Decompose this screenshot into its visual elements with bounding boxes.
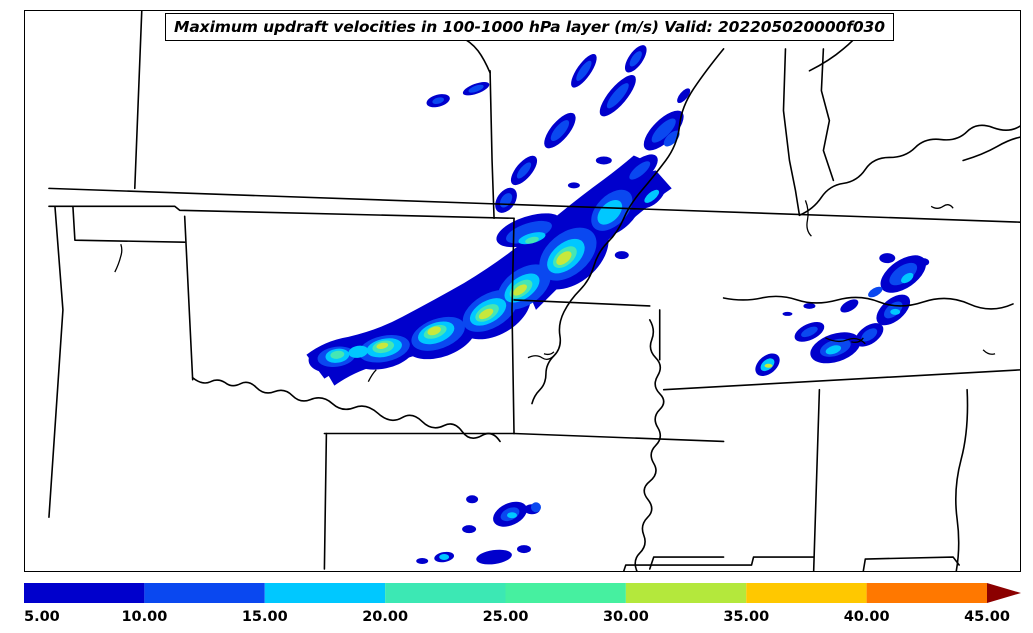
colorbar-segment <box>264 583 386 603</box>
contour-level-15 <box>348 345 369 358</box>
colorbar-segment <box>866 583 987 603</box>
colorbar-tick-label: 10.00 <box>121 609 168 625</box>
colorbar-segment <box>625 583 747 603</box>
ark-la-tex-cells <box>416 495 541 565</box>
colorbar-segment <box>24 583 145 603</box>
map-title-box: Maximum updraft velocities in 100-1000 h… <box>165 13 894 41</box>
contour-level-25 <box>478 308 494 320</box>
colorbar-segment <box>385 583 506 603</box>
map-panel <box>24 10 1021 572</box>
contour-level-25 <box>376 342 389 349</box>
state-boundaries <box>48 11 1020 571</box>
colorbar: 5.00 10.00 15.00 20.00 25.00 30.00 35.00 40.00 4… <box>24 583 1021 633</box>
contour-level-25 <box>427 326 441 336</box>
contour-level-25 <box>513 284 527 296</box>
colorbar-segment <box>144 583 265 603</box>
hydrography-marks <box>114 200 996 382</box>
colorbar-gradient <box>24 583 1021 603</box>
colorbar-tick-label: 35.00 <box>723 609 770 625</box>
colorbar-tick-label: 5.00 <box>24 609 60 625</box>
missouri-cell-cluster <box>426 45 691 260</box>
colorbar-segments <box>24 583 987 603</box>
colorbar-tick-label: 15.00 <box>241 609 288 625</box>
tennessee-alabama-cluster <box>755 253 930 377</box>
colorbar-extend-arrow <box>987 583 1021 603</box>
colorbar-tick-labels: 5.00 10.00 15.00 20.00 25.00 30.00 35.00 40.00 4… <box>24 609 1021 633</box>
map-title-text: Maximum updraft velocities in 100-1000 h… <box>174 18 885 36</box>
contour-level-5 <box>306 155 656 379</box>
colorbar-tick-label: 45.00 <box>964 609 1010 625</box>
map-canvas <box>48 11 1020 571</box>
contour-level-25 <box>556 251 572 266</box>
colorbar-segment <box>505 583 626 603</box>
updraft-contour-field <box>306 45 930 565</box>
colorbar-segment <box>746 583 867 603</box>
colorbar-tick-label: 30.00 <box>602 609 649 625</box>
contour-level-20 <box>330 350 345 359</box>
colorbar-tick-label: 25.00 <box>482 609 529 625</box>
colorbar-tick-label: 40.00 <box>843 609 890 625</box>
colorbar-tick-label: 20.00 <box>362 609 409 625</box>
contour-level-15 <box>597 199 623 225</box>
